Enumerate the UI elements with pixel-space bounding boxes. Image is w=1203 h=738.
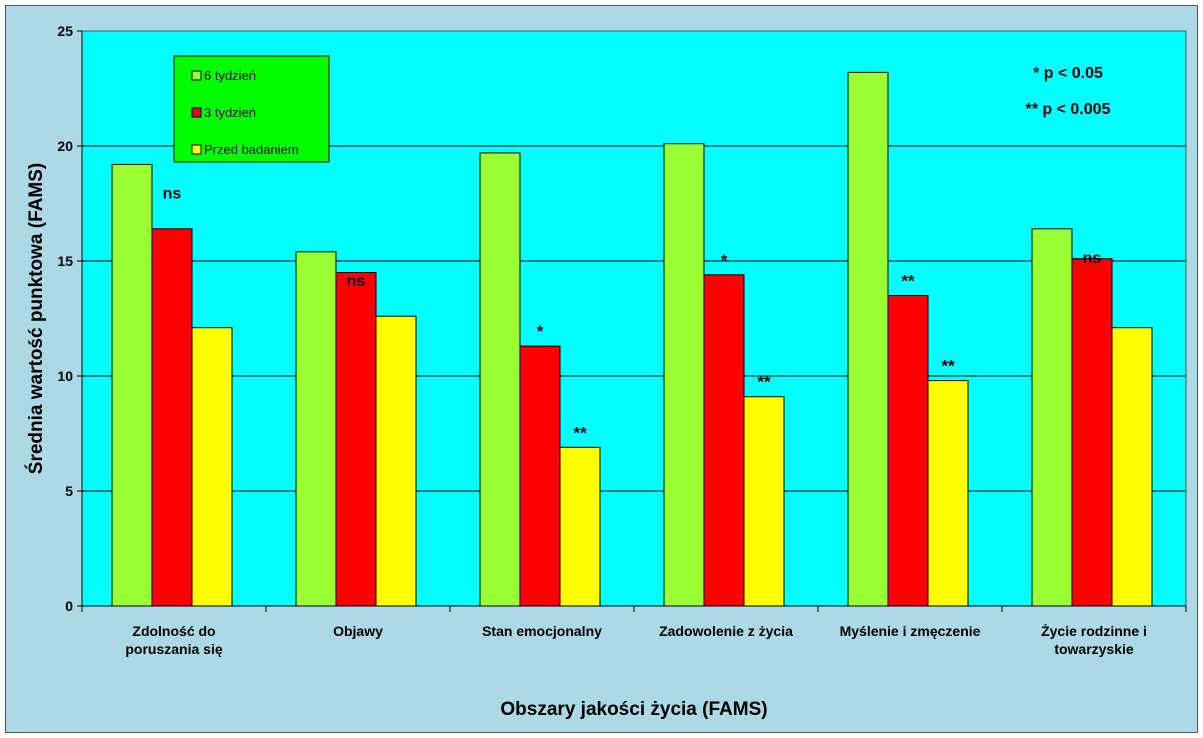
x-tick-label: Zadowolenie z życia bbox=[659, 623, 793, 639]
bar bbox=[479, 152, 521, 607]
significance-label: ** bbox=[757, 373, 771, 392]
bar bbox=[111, 163, 153, 607]
bar bbox=[1111, 327, 1153, 607]
significance-label: ** bbox=[941, 357, 955, 376]
bar bbox=[663, 143, 705, 607]
bar bbox=[151, 228, 193, 607]
significance-label: ** bbox=[573, 423, 587, 442]
y-axis-title: Średnia wartość punktowa (FAMS) bbox=[25, 163, 47, 474]
significance-label: ns bbox=[1083, 250, 1102, 267]
bar bbox=[847, 71, 889, 607]
chart-frame: 0 5 10 15 20 25 ns Zdolność do poruszania się ns O… bbox=[5, 5, 1198, 733]
p-value-note: * p < 0.05 bbox=[1033, 65, 1103, 82]
legend-label: Przed badaniem bbox=[204, 142, 299, 157]
x-tick-label: Myślenie i zmęczenie bbox=[840, 623, 981, 639]
bar-chart: 0 5 10 15 20 25 ns Zdolność do poruszania się ns O… bbox=[25, 23, 1187, 720]
significance-label: ns bbox=[163, 185, 182, 202]
legend-swatch bbox=[191, 70, 202, 81]
bar bbox=[703, 274, 745, 607]
bar bbox=[927, 380, 969, 607]
x-tick-label: Życie rodzinne i towarzyskie bbox=[1041, 623, 1147, 657]
y-tick-label: 5 bbox=[65, 483, 73, 499]
x-axis-title: Obszary jakości życia (FAMS) bbox=[500, 699, 767, 720]
bar bbox=[559, 446, 601, 607]
y-tick-label: 15 bbox=[57, 253, 73, 269]
y-tick-label: 10 bbox=[57, 368, 73, 384]
bar bbox=[191, 327, 233, 607]
bar bbox=[1071, 258, 1113, 607]
bar bbox=[1031, 228, 1073, 607]
p-value-note: ** p < 0.005 bbox=[1026, 101, 1111, 118]
legend-label: 3 tydzień bbox=[204, 105, 256, 120]
significance-label: ns bbox=[347, 273, 366, 290]
bar bbox=[335, 272, 377, 607]
bar bbox=[887, 295, 929, 607]
x-tick-label: Stan emocjonalny bbox=[482, 623, 602, 639]
legend-swatch bbox=[191, 144, 202, 155]
bar bbox=[375, 315, 417, 607]
legend-swatch bbox=[191, 107, 202, 118]
x-tick-label: Objawy bbox=[333, 623, 383, 639]
bar bbox=[295, 251, 337, 607]
legend-label: 6 tydzień bbox=[204, 68, 256, 83]
bar bbox=[519, 345, 561, 607]
bar bbox=[743, 396, 785, 607]
y-tick-label: 25 bbox=[57, 23, 73, 39]
y-tick-label: 20 bbox=[57, 138, 73, 154]
significance-label: * bbox=[721, 251, 728, 270]
significance-label: * bbox=[537, 322, 544, 341]
x-tick-label: Zdolność do poruszania się bbox=[125, 623, 222, 657]
y-tick-label: 0 bbox=[65, 598, 73, 614]
significance-label: ** bbox=[901, 272, 915, 291]
